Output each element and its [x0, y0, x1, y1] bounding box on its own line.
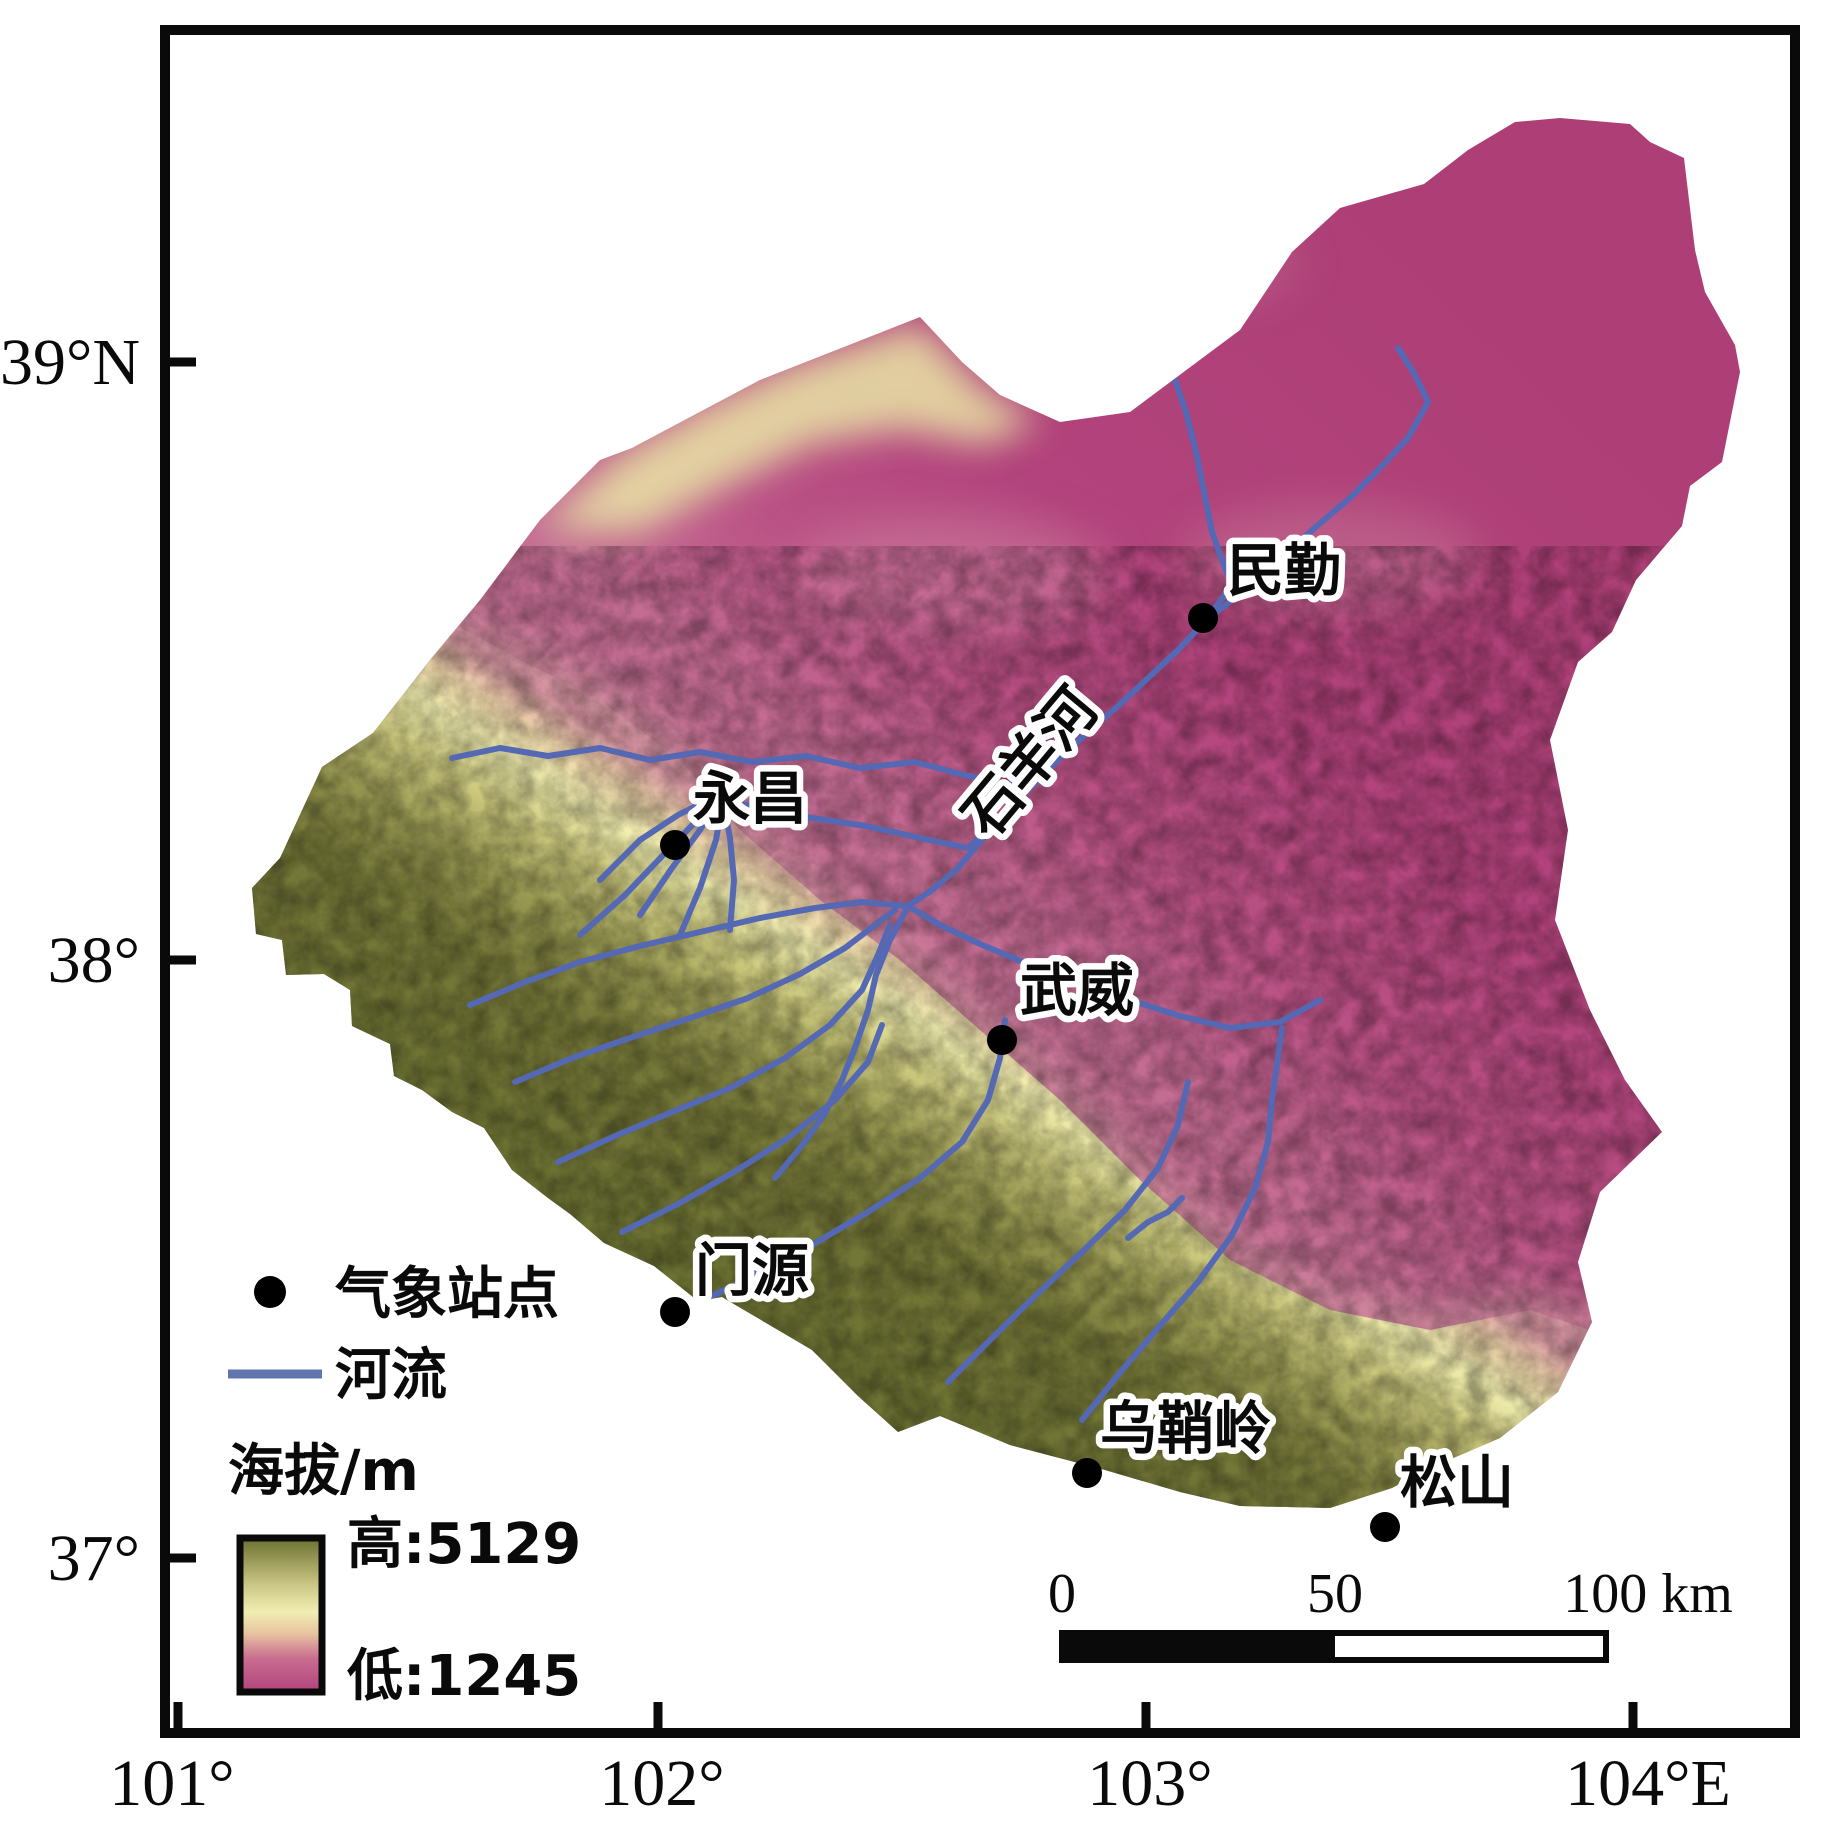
station-label-wushaoling: 乌鞘岭	[1100, 1396, 1271, 1462]
river-path	[1155, 331, 1235, 623]
river-network	[449, 331, 1431, 1423]
station-label-songshan: 松山	[1400, 1450, 1514, 1516]
legend-station-label: 气象站点	[335, 1262, 559, 1327]
river-path	[697, 1017, 1008, 1305]
river-path	[677, 802, 725, 938]
station-dot-minqin	[1188, 603, 1218, 633]
legend-elevation-title: 海拔/m	[228, 1439, 419, 1504]
legend-river-label: 河流	[335, 1343, 447, 1408]
scale-tick-0: 0	[1048, 1563, 1076, 1625]
legend: 气象站点 河流 海拔/m 高:5129 低:1245	[228, 1262, 581, 1709]
lat-label-39n: 39°N	[0, 326, 140, 399]
lon-label-102: 102°	[599, 1747, 724, 1820]
river-path	[512, 907, 898, 1085]
lon-label-101: 101°	[109, 1747, 234, 1820]
map-frame	[160, 25, 1800, 1738]
station-dot-yongchang	[660, 830, 690, 860]
basin-region	[252, 118, 1740, 1508]
river-path	[467, 899, 911, 1008]
lat-label-38: 38°	[48, 924, 140, 997]
river-path	[555, 922, 893, 1165]
nw-rim-pale-band	[540, 322, 1040, 532]
river-path	[597, 795, 715, 883]
lowland-highlight	[1180, 505, 1480, 615]
river-path	[945, 1079, 1191, 1385]
scale-bar-segment-white	[1335, 1633, 1606, 1660]
river-path	[1079, 1025, 1285, 1423]
river-path-shiyang-main	[905, 617, 1209, 909]
lowland-highlight	[790, 515, 1110, 635]
scale-bar: 0 50 100 km	[1048, 1563, 1733, 1663]
lon-label-103: 103°	[1087, 1747, 1212, 1820]
lat-label-37: 37°	[48, 1522, 140, 1595]
legend-elevation-ramp	[236, 1534, 326, 1696]
station-dot-wuwei	[987, 1025, 1017, 1055]
river-path	[721, 803, 737, 933]
station-label-minqin: 民勤	[1227, 538, 1341, 604]
axis-ticks	[165, 357, 1638, 1733]
scale-tick-50: 50	[1307, 1563, 1363, 1625]
legend-elevation-high: 高:5129	[347, 1512, 581, 1577]
legend-elevation-low: 低:1245	[347, 1644, 581, 1709]
station-label-menyuan: 门源	[695, 1238, 809, 1304]
station-dot-wushaoling	[1072, 1458, 1102, 1488]
river-path	[1203, 345, 1431, 623]
scale-bar-segment-black	[1062, 1633, 1335, 1660]
river-path	[905, 903, 1323, 1031]
river-path	[449, 745, 1061, 789]
river-path	[619, 1022, 885, 1235]
station-dot-songshan	[1370, 1512, 1400, 1542]
river-path	[709, 795, 1008, 851]
river-path	[772, 903, 911, 1181]
legend-station-dot-icon	[254, 1276, 286, 1308]
river-path	[1125, 1195, 1185, 1241]
lon-label-104e: 104°E	[1565, 1747, 1731, 1820]
station-dots	[660, 603, 1400, 1542]
lowland-highlight	[1060, 223, 1300, 307]
station-label-yongchang: 永昌	[693, 766, 807, 832]
station-dot-menyuan	[660, 1297, 690, 1327]
scale-bar-outline	[1059, 1630, 1609, 1663]
river-path	[577, 809, 708, 938]
scale-tick-100: 100 km	[1563, 1563, 1733, 1625]
station-label-wuwei: 武威	[1020, 958, 1134, 1024]
